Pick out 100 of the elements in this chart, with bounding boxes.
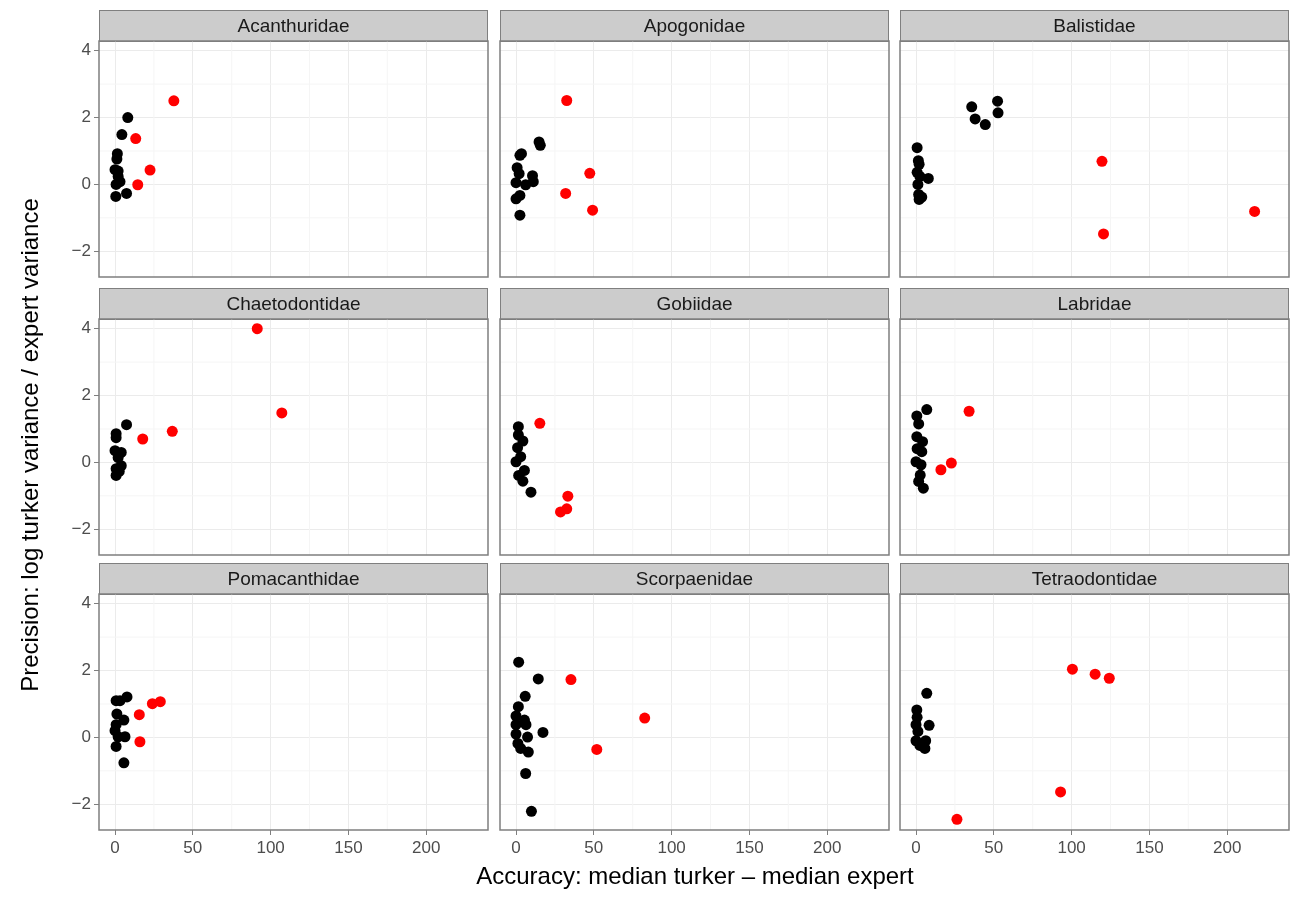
chart-title: Balistidae xyxy=(900,10,1289,42)
y-tick-label: −2 xyxy=(71,518,91,538)
x-tick-label: 50 xyxy=(584,837,604,857)
y-tick-label: 4 xyxy=(81,318,91,338)
point xyxy=(512,442,524,454)
point xyxy=(587,204,599,216)
chart-title: Gobiidae xyxy=(500,288,889,320)
point xyxy=(917,482,929,494)
point xyxy=(517,475,529,487)
point xyxy=(519,690,531,702)
point xyxy=(133,709,145,721)
point xyxy=(513,656,525,668)
point xyxy=(935,464,947,476)
x-tick-label: 100 xyxy=(256,837,285,857)
y-tick-label: 2 xyxy=(81,107,91,127)
point xyxy=(561,95,573,106)
point xyxy=(921,687,933,699)
x-tick-label: 100 xyxy=(1057,837,1086,857)
point xyxy=(911,142,923,154)
point xyxy=(121,187,133,199)
point xyxy=(923,719,935,731)
point xyxy=(168,95,180,107)
point xyxy=(144,164,156,176)
point xyxy=(116,129,128,141)
point xyxy=(522,746,534,758)
point xyxy=(591,743,603,755)
point xyxy=(912,178,924,190)
y-axis-title: Precision: log turker variance / expert variance xyxy=(16,198,44,692)
point xyxy=(565,674,577,686)
point xyxy=(132,179,144,191)
x-tick-label: 150 xyxy=(735,837,764,857)
point xyxy=(1089,668,1101,680)
y-tick-label: −2 xyxy=(71,240,91,260)
point xyxy=(534,417,546,429)
point xyxy=(1098,228,1110,240)
x-tick-label: 200 xyxy=(412,837,441,857)
point xyxy=(921,404,933,416)
point xyxy=(915,459,927,471)
y-tick-label: 4 xyxy=(81,593,91,613)
x-tick-label: 150 xyxy=(1135,837,1164,857)
point xyxy=(510,719,522,731)
x-axis-title: Accuracy: median turker – median expert xyxy=(476,862,914,890)
chart-title: Pomacanthidae xyxy=(99,563,488,595)
point xyxy=(1249,205,1261,217)
point xyxy=(510,193,522,205)
point xyxy=(639,712,651,724)
x-tick-label: 200 xyxy=(1213,837,1242,857)
point xyxy=(992,95,1004,107)
point xyxy=(562,490,574,502)
chart-title: Scorpaenidae xyxy=(500,563,889,595)
point xyxy=(525,805,537,817)
y-tick-label: 2 xyxy=(81,385,91,405)
y-tick-label: 4 xyxy=(81,40,91,60)
y-tick-label: 0 xyxy=(81,452,91,472)
point xyxy=(555,506,567,518)
x-tick-label: 100 xyxy=(657,837,686,857)
point xyxy=(560,187,572,199)
point xyxy=(951,813,963,825)
x-tick-label: 200 xyxy=(813,837,842,857)
point xyxy=(118,757,130,769)
point xyxy=(513,168,525,180)
point xyxy=(532,673,544,685)
x-tick-label: 50 xyxy=(984,837,1004,857)
point xyxy=(110,190,122,202)
point xyxy=(251,323,263,335)
point xyxy=(276,407,288,419)
point xyxy=(966,101,978,113)
point xyxy=(922,172,934,184)
x-tick-label: 0 xyxy=(911,837,921,857)
point xyxy=(121,419,133,431)
chart-title: Labridae xyxy=(900,288,1289,320)
point xyxy=(520,179,532,191)
point xyxy=(1066,663,1078,675)
point xyxy=(134,736,146,748)
x-tick-label: 0 xyxy=(511,837,521,857)
point xyxy=(1055,786,1067,798)
y-tick-label: −2 xyxy=(71,793,91,813)
point xyxy=(510,177,522,189)
chart-title: Acanthuridae xyxy=(99,10,488,42)
point xyxy=(913,418,925,430)
point xyxy=(166,425,178,437)
point xyxy=(522,731,534,743)
point xyxy=(130,133,142,145)
point xyxy=(584,167,596,179)
x-tick-label: 0 xyxy=(110,837,120,857)
point xyxy=(520,719,532,731)
point xyxy=(512,701,524,713)
point xyxy=(537,726,549,738)
point xyxy=(979,119,991,131)
point xyxy=(514,209,526,221)
x-tick-label: 50 xyxy=(183,837,203,857)
point xyxy=(525,486,537,498)
y-tick-label: 0 xyxy=(81,174,91,194)
point xyxy=(969,113,981,125)
point xyxy=(110,740,122,752)
point xyxy=(1103,672,1115,684)
point xyxy=(916,446,928,458)
point xyxy=(1096,155,1108,167)
point xyxy=(520,768,532,780)
point xyxy=(137,433,149,445)
